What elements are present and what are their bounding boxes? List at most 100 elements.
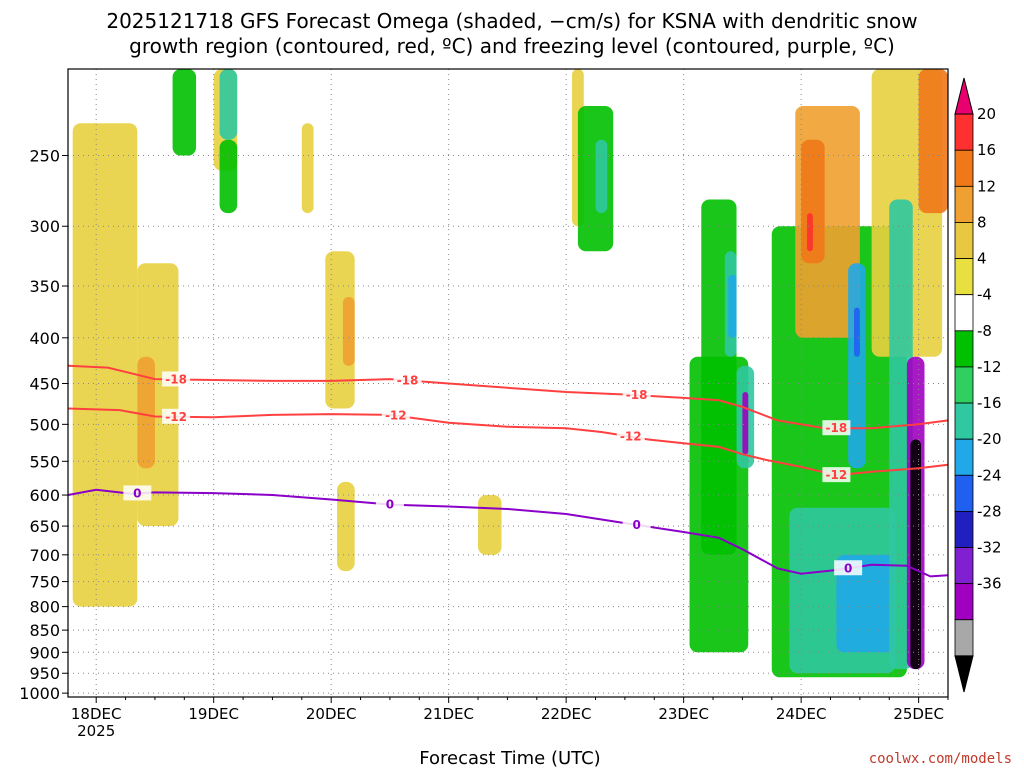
shaded-region-29	[848, 263, 866, 469]
shaded-region-18	[689, 356, 749, 653]
x-tick-label-19DEC: 19DEC	[188, 705, 239, 723]
y-tick-label-950: 950	[29, 664, 60, 683]
plot-area: -18 -18 -18 -18 -12 -12 -12 -12 0 0 0 0 250 300 350 400…	[19, 68, 1002, 740]
contour-label-bg-0-0	[162, 371, 191, 387]
colorbar-label--32: -32	[977, 539, 1002, 557]
colorbar-label-12: 12	[977, 177, 996, 195]
x-axis-label: Forecast Time (UTC)	[419, 748, 600, 768]
colorbar-swatch-1	[954, 113, 974, 151]
contour-label-bg-1-0	[162, 408, 191, 424]
shaded-region-4	[325, 251, 355, 409]
y-tick-label-300: 300	[29, 217, 60, 236]
colorbar-swatch-5	[954, 258, 974, 296]
contour-label-bg-2-3	[834, 560, 863, 576]
colorbar-label-8: 8	[977, 213, 987, 231]
contour-label-bg-2-1	[375, 496, 404, 512]
contour-label-2-3: 0	[844, 561, 852, 575]
shaded-region-10	[219, 139, 238, 214]
colorbar-label-16: 16	[977, 141, 996, 159]
y-tick-label-500: 500	[29, 415, 60, 434]
colorbar-swatch-14	[954, 583, 974, 621]
shaded-region-2	[137, 356, 155, 469]
contour-label-bg-2-2	[622, 516, 651, 532]
colorbar-label--8: -8	[977, 322, 992, 340]
y-tick-label-850: 850	[29, 621, 60, 640]
shaded-region-6	[337, 481, 355, 572]
colorbar-swatch-2	[954, 149, 974, 187]
colorbar-swatch-3	[954, 185, 974, 223]
shaded-region-14	[595, 139, 608, 214]
contour-label-0-2: -18	[626, 388, 648, 402]
colorbar-swatch-4	[954, 222, 974, 259]
colorbar-swatch-11	[954, 474, 974, 512]
x-tick-label-21DEC: 21DEC	[423, 705, 474, 723]
colorbar-label--12: -12	[977, 358, 1002, 376]
shaded-region-30	[854, 307, 860, 357]
y-tick-label-800: 800	[29, 598, 60, 617]
colorbar-label--16: -16	[977, 394, 1002, 412]
contour-label-0-1: -18	[397, 373, 419, 387]
contour-label-1-3: -12	[826, 468, 848, 482]
shaded-region-11	[478, 495, 502, 555]
y-tick-label-250: 250	[29, 147, 60, 166]
y-tick-label-900: 900	[29, 643, 60, 662]
x-tick-label-18DEC: 18DEC	[71, 705, 122, 723]
colorbar-top-arrow	[954, 77, 974, 115]
x-tick-label-25DEC: 25DEC	[893, 705, 944, 723]
colorbar-label--36: -36	[977, 575, 1002, 593]
colorbar-swatch-13	[954, 547, 974, 585]
shaded-region-26	[807, 213, 813, 252]
colorbar-label--28: -28	[977, 502, 1002, 520]
shaded-region-7	[301, 123, 314, 214]
colorbar-swatch-6	[954, 294, 974, 332]
x-tick-label-20DEC: 20DEC	[306, 705, 357, 723]
colorbar-swatch-12	[954, 511, 974, 548]
chart-title-line1: 2025121718 GFS Forecast Omega (shaded, −…	[106, 9, 917, 33]
y-tick-label-450: 450	[29, 374, 60, 393]
colorbar-swatch-9	[954, 402, 974, 440]
shaded-region-5	[342, 296, 355, 366]
contour-label-1-2: -12	[620, 430, 642, 444]
chart-title-line2: growth region (contoured, red, ºC) and f…	[129, 34, 895, 58]
colorbar-swatch-15	[954, 619, 974, 657]
contour-label-0-3: -18	[826, 421, 848, 435]
colorbar-label-20: 20	[977, 105, 996, 123]
y-tick-label-650: 650	[29, 517, 60, 536]
colorbar-label--24: -24	[977, 466, 1002, 484]
y-tick-label-400: 400	[29, 329, 60, 348]
contour-label-bg-0-2	[622, 387, 651, 403]
colorbar-swatch-7	[954, 330, 974, 368]
shaded-region-0	[72, 123, 138, 607]
x-tick-label-24DEC: 24DEC	[776, 705, 827, 723]
x-tick-label-23DEC: 23DEC	[658, 705, 709, 723]
contour-label-2-0: 0	[133, 486, 141, 500]
contour-label-1-1: -12	[385, 409, 407, 423]
contour-label-2-2: 0	[632, 518, 640, 532]
colorbar-label--20: -20	[977, 430, 1002, 448]
shaded-region-23	[836, 554, 896, 653]
contour-label-bg-2-0	[123, 485, 152, 501]
contour-label-bg-1-2	[616, 428, 645, 444]
contour-label-2-1: 0	[386, 498, 394, 512]
contour-label-bg-1-1	[381, 407, 410, 423]
x-tick-sublabel-year: 2025	[77, 722, 115, 740]
colorbar-label-4: 4	[977, 250, 987, 268]
shaded-region-17	[728, 274, 737, 338]
colorbar-swatch-8	[954, 366, 974, 404]
y-tick-label-550: 550	[29, 452, 60, 471]
y-tick-label-700: 700	[29, 546, 60, 565]
x-tick-label-22DEC: 22DEC	[541, 705, 592, 723]
shaded-region-20	[742, 392, 749, 455]
colorbar-swatch-10	[954, 438, 974, 476]
site-credit: coolwx.com/models	[869, 751, 1012, 767]
y-tick-label-350: 350	[29, 277, 60, 296]
y-tick-label-750: 750	[29, 573, 60, 592]
colorbar-bottom-arrow	[954, 655, 974, 693]
y-tick-label-1000: 1000	[19, 684, 60, 703]
contour-label-0-0: -18	[165, 372, 187, 386]
shaded-region-33	[910, 439, 921, 670]
shaded-region-8	[172, 69, 197, 156]
shaded-region-28	[918, 69, 948, 214]
contour-label-bg-0-3	[822, 420, 851, 436]
